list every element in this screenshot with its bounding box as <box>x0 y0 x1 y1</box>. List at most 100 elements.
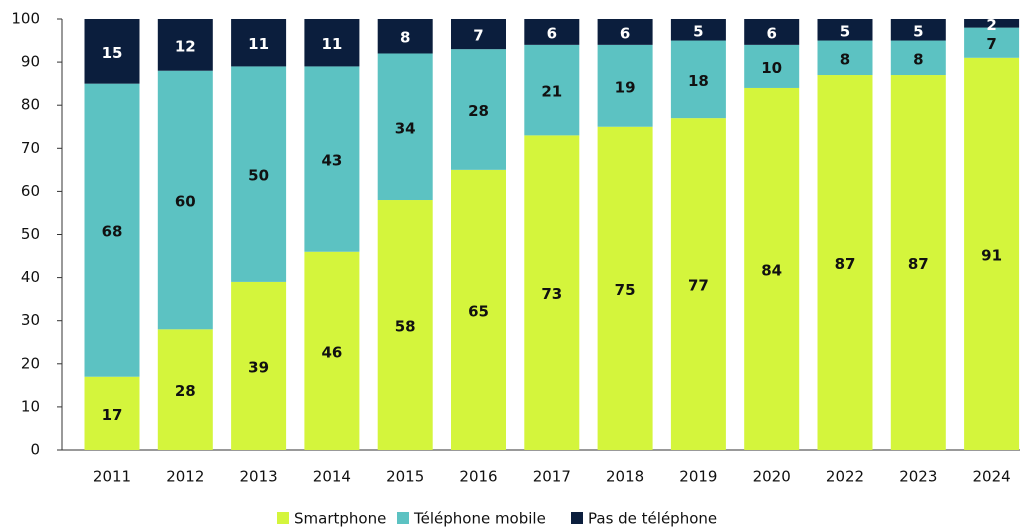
y-tick-label: 100 <box>11 10 40 28</box>
data-label: 84 <box>761 261 782 279</box>
bar-segment <box>890 19 946 41</box>
x-tick-label: 2012 <box>166 468 204 486</box>
bar-segment <box>744 87 800 451</box>
data-label: 5 <box>693 22 703 40</box>
y-tick-label: 50 <box>21 225 40 243</box>
legend-label: Téléphone mobile <box>413 510 546 528</box>
data-label: 15 <box>102 44 123 62</box>
bar-segment <box>670 19 726 41</box>
bar-segment <box>377 200 433 450</box>
bar-segment <box>231 66 287 282</box>
y-tick-label: 0 <box>30 441 40 459</box>
bar-segment <box>964 27 1020 58</box>
data-label: 34 <box>395 119 416 137</box>
x-tick-label: 2016 <box>459 468 497 486</box>
bar-segment <box>597 126 653 450</box>
x-tick-label: 2015 <box>386 468 424 486</box>
legend-label: Pas de téléphone <box>588 510 717 528</box>
data-label: 68 <box>102 223 123 241</box>
data-label: 87 <box>908 255 929 273</box>
y-tick-label: 70 <box>21 139 40 157</box>
bar-segment <box>304 251 360 450</box>
bar-segment <box>817 75 873 450</box>
data-label: 58 <box>395 318 416 336</box>
data-label: 87 <box>835 255 856 273</box>
bar-segment <box>964 57 1020 450</box>
data-label: 43 <box>321 152 342 170</box>
bar-segment <box>84 376 140 450</box>
data-label: 17 <box>102 406 123 424</box>
bar-segment <box>524 135 580 450</box>
bar-segment <box>524 19 580 45</box>
data-label: 18 <box>688 72 709 90</box>
bar-segment <box>451 169 506 450</box>
bar-segment <box>231 19 287 67</box>
data-label: 46 <box>321 343 342 361</box>
x-tick-label: 2018 <box>606 468 644 486</box>
bar-segment <box>744 44 800 88</box>
bar-segment <box>377 19 433 54</box>
data-label: 8 <box>400 29 410 47</box>
data-label: 91 <box>981 246 1002 264</box>
x-tick-label: 2019 <box>679 468 717 486</box>
data-label: 73 <box>541 285 562 303</box>
data-label: 60 <box>175 193 196 211</box>
y-tick-label: 90 <box>21 53 40 71</box>
x-tick-label: 2020 <box>753 468 791 486</box>
bar-segment <box>597 44 653 127</box>
bar-segment <box>304 66 360 252</box>
bar-segment <box>84 83 140 377</box>
bar-segment <box>157 329 213 450</box>
data-label: 28 <box>175 382 196 400</box>
data-label: 75 <box>615 281 636 299</box>
bar-segment <box>231 281 287 450</box>
y-tick-label: 60 <box>21 182 40 200</box>
data-label: 65 <box>468 302 489 320</box>
legend-swatch <box>397 512 409 524</box>
data-label: 8 <box>840 50 850 68</box>
x-tick-label: 2022 <box>826 468 864 486</box>
bar-segment <box>304 19 360 67</box>
data-label: 5 <box>840 22 850 40</box>
bar-segment <box>744 19 800 45</box>
data-label: 8 <box>913 50 923 68</box>
y-tick-label: 20 <box>21 354 40 372</box>
y-tick-label: 40 <box>21 268 40 286</box>
x-tick-label: 2024 <box>973 468 1011 486</box>
data-label: 50 <box>248 167 269 185</box>
bar-segment <box>377 53 433 201</box>
data-label: 6 <box>620 24 630 42</box>
x-tick-label: 2011 <box>93 468 131 486</box>
data-label: 10 <box>761 59 782 77</box>
y-tick-label: 10 <box>21 397 40 415</box>
data-label: 5 <box>913 22 923 40</box>
bar-segment <box>451 19 506 50</box>
bar-segment <box>84 19 140 84</box>
data-label: 12 <box>175 37 196 55</box>
x-tick-label: 2014 <box>313 468 351 486</box>
bar-segment <box>817 40 873 76</box>
data-label: 7 <box>473 27 483 45</box>
bar-segment <box>817 19 873 41</box>
data-label: 21 <box>541 83 562 101</box>
bar-segment <box>157 70 213 330</box>
bar-segment <box>670 40 726 119</box>
legend-swatch <box>277 512 289 524</box>
bar-segment <box>964 19 1020 28</box>
data-label: 6 <box>547 24 557 42</box>
data-label: 19 <box>615 78 636 96</box>
x-tick-label: 2017 <box>533 468 571 486</box>
data-label: 28 <box>468 102 489 120</box>
y-tick-label: 30 <box>21 311 40 329</box>
bar-segment <box>890 75 946 450</box>
bar-segment <box>890 40 946 76</box>
bar-segment <box>451 49 506 170</box>
y-tick-label: 80 <box>21 96 40 114</box>
x-tick-label: 2013 <box>240 468 278 486</box>
data-label: 39 <box>248 358 269 376</box>
data-label: 7 <box>986 35 996 53</box>
data-label: 77 <box>688 277 709 295</box>
data-label: 11 <box>321 35 342 53</box>
data-label: 2 <box>986 16 996 34</box>
